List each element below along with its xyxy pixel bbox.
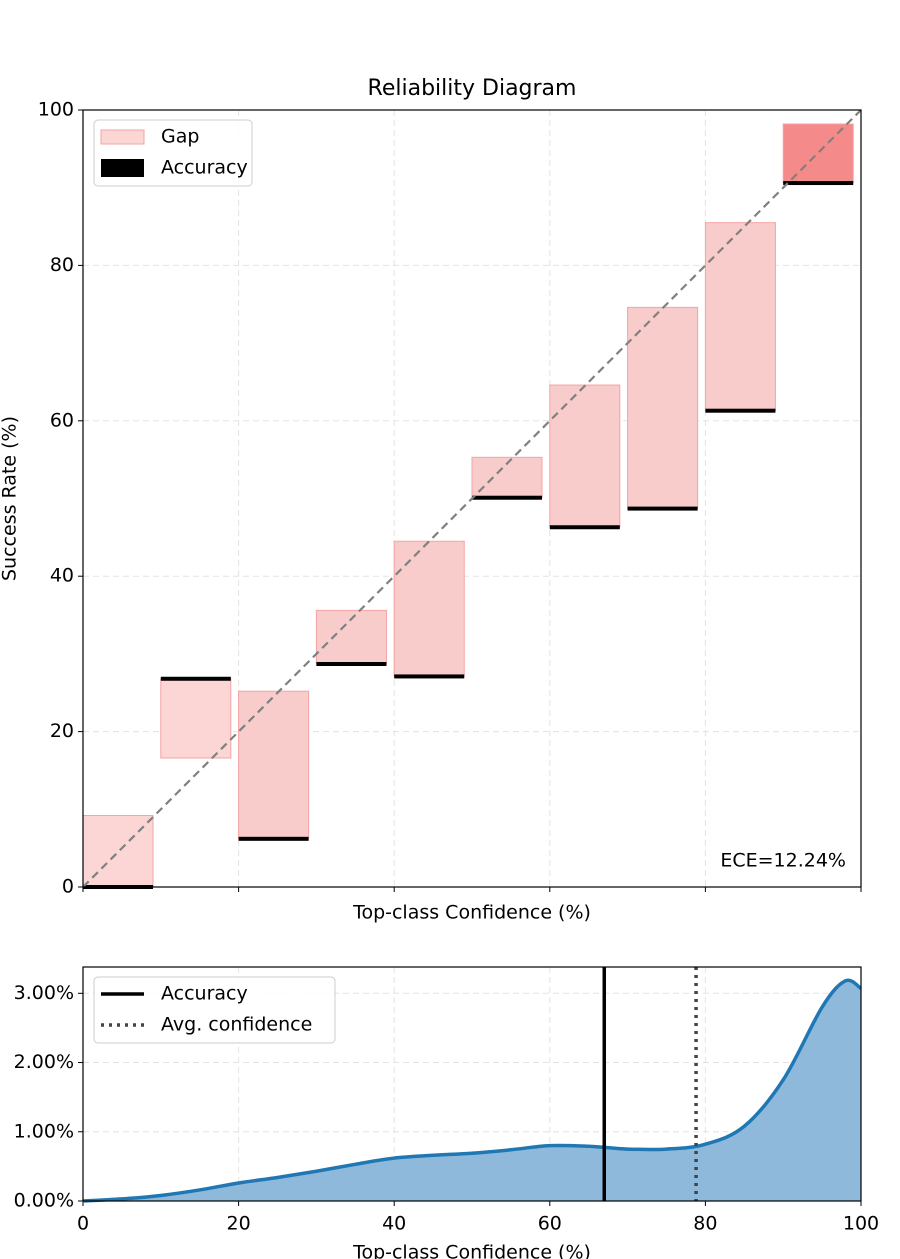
y-tick-label: 0 xyxy=(62,876,74,898)
chart-title: Reliability Diagram xyxy=(368,76,577,101)
gap-bar xyxy=(393,540,465,677)
y-tick-label: 3.00% xyxy=(14,982,74,1004)
gap-bar xyxy=(549,384,621,528)
x-tick-label: 100 xyxy=(843,1213,879,1235)
legend-swatch xyxy=(100,129,145,145)
y-tick-label: 100 xyxy=(38,99,74,121)
x-axis-label: Top-class Confidence (%) xyxy=(352,1242,591,1259)
legend-label: Gap xyxy=(161,126,199,148)
y-axis-label: Success Rate (%) xyxy=(0,416,21,581)
accuracy-bar xyxy=(472,495,543,500)
x-axis-label: Top-class Confidence (%) xyxy=(352,902,591,924)
legend-box xyxy=(93,976,336,1044)
plot-frame xyxy=(82,966,862,1202)
x-tick-label: 0 xyxy=(77,1213,89,1235)
gap-bar xyxy=(627,306,699,510)
legend-label: Accuracy xyxy=(161,983,248,1005)
y-tick-label: 80 xyxy=(50,254,74,276)
y-tick-label: 60 xyxy=(50,409,74,431)
x-tick-label: 20 xyxy=(227,1213,251,1235)
y-tick-label: 20 xyxy=(50,720,74,742)
accuracy-bar xyxy=(783,181,854,186)
gap-bar xyxy=(471,456,543,499)
x-tick-label: 80 xyxy=(693,1213,717,1235)
y-tick-label: 1.00% xyxy=(14,1120,74,1142)
gap-bar xyxy=(704,222,776,412)
y-tick-label: 0.00% xyxy=(14,1190,74,1212)
accuracy-bar xyxy=(316,662,387,667)
accuracy-bar xyxy=(549,525,620,530)
ece-annotation: ECE=12.24% xyxy=(720,850,846,872)
diagonal xyxy=(82,109,862,888)
density-area xyxy=(83,980,861,1201)
accuracy-bar xyxy=(627,506,698,511)
accuracy-bar xyxy=(160,676,231,681)
plot-frame xyxy=(82,109,862,888)
x-tick-label: 40 xyxy=(382,1213,406,1235)
accuracy-bar xyxy=(238,836,309,841)
gap-bar xyxy=(238,690,310,840)
gap-bar xyxy=(160,678,232,759)
legend-label: Accuracy xyxy=(161,157,248,179)
y-tick-label: 40 xyxy=(50,565,74,587)
legend-label: Avg. confidence xyxy=(161,1014,312,1036)
density-line xyxy=(82,978,863,1203)
gap-bar xyxy=(782,123,854,184)
accuracy-bar xyxy=(394,674,465,679)
x-tick-label: 60 xyxy=(538,1213,562,1235)
y-tick-label: 2.00% xyxy=(14,1051,74,1073)
legend-swatch xyxy=(101,159,144,177)
accuracy-bar xyxy=(705,408,776,413)
